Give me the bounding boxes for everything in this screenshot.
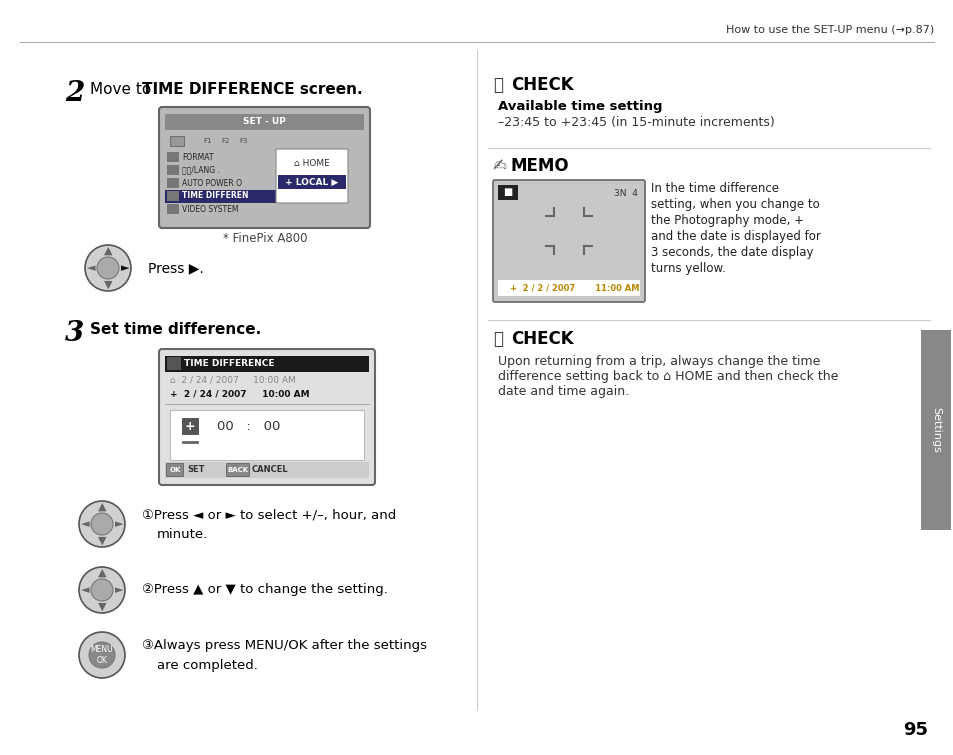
Text: ▲: ▲ xyxy=(104,246,112,256)
Bar xyxy=(165,462,369,478)
Bar xyxy=(920,330,950,530)
Bar xyxy=(167,178,179,188)
Text: ◄: ◄ xyxy=(81,519,90,529)
Circle shape xyxy=(97,257,119,279)
Text: TIME DIFFERENCE screen.: TIME DIFFERENCE screen. xyxy=(142,82,362,97)
Text: ▼: ▼ xyxy=(104,280,112,290)
Circle shape xyxy=(89,642,115,668)
Text: F1: F1 xyxy=(204,138,212,144)
Text: SET: SET xyxy=(187,466,204,474)
Bar xyxy=(497,280,639,296)
Text: ►: ► xyxy=(114,585,123,595)
Text: + LOCAL ▶: + LOCAL ▶ xyxy=(285,177,338,186)
Text: +  2 / 24 / 2007     10:00 AM: + 2 / 24 / 2007 10:00 AM xyxy=(170,390,310,399)
Text: ⓘ: ⓘ xyxy=(493,330,502,348)
Text: ⌂  2 / 24 / 2007     10:00 AM: ⌂ 2 / 24 / 2007 10:00 AM xyxy=(170,375,295,384)
Text: +  2 / 2 / 2007       11:00 AM: + 2 / 2 / 2007 11:00 AM xyxy=(510,283,639,292)
Bar xyxy=(167,204,179,214)
Text: ⌂ HOME: ⌂ HOME xyxy=(294,159,330,168)
Text: ▲: ▲ xyxy=(97,502,106,512)
Text: turns yellow.: turns yellow. xyxy=(650,262,725,275)
Text: * FinePix A800: * FinePix A800 xyxy=(222,232,307,245)
Text: 00   :   00: 00 : 00 xyxy=(216,420,280,433)
Text: ◄: ◄ xyxy=(87,263,95,273)
Text: ■: ■ xyxy=(503,187,512,197)
Text: 3: 3 xyxy=(65,320,84,347)
Text: and the date is displayed for: and the date is displayed for xyxy=(650,230,820,243)
Text: 95: 95 xyxy=(902,721,927,739)
Text: ②Press ▲ or ▼ to change the setting.: ②Press ▲ or ▼ to change the setting. xyxy=(142,584,388,596)
Text: How to use the SET-UP menu (→p.87): How to use the SET-UP menu (→p.87) xyxy=(725,25,933,35)
FancyBboxPatch shape xyxy=(226,464,250,476)
Text: CANCEL: CANCEL xyxy=(252,466,289,474)
Bar xyxy=(165,190,285,203)
Text: FORMAT: FORMAT xyxy=(182,153,213,162)
Circle shape xyxy=(91,513,112,535)
Text: 言語/LANG .: 言語/LANG . xyxy=(182,165,219,174)
Text: –23:45 to +23:45 (in 15-minute increments): –23:45 to +23:45 (in 15-minute increment… xyxy=(497,116,774,129)
Circle shape xyxy=(79,567,125,613)
Text: date and time again.: date and time again. xyxy=(497,385,628,398)
Text: TIME DIFFEREN: TIME DIFFEREN xyxy=(182,192,248,201)
Text: Set time difference.: Set time difference. xyxy=(90,322,261,337)
FancyBboxPatch shape xyxy=(275,149,348,203)
Text: Settings: Settings xyxy=(930,407,940,453)
Bar xyxy=(167,191,179,201)
FancyBboxPatch shape xyxy=(493,180,644,302)
Text: ▲: ▲ xyxy=(97,568,106,578)
Text: SET - UP: SET - UP xyxy=(242,118,285,127)
Circle shape xyxy=(85,245,131,291)
Text: ③Always press MENU/OK after the settings: ③Always press MENU/OK after the settings xyxy=(142,639,427,652)
Text: ◄: ◄ xyxy=(81,585,90,595)
Bar xyxy=(497,185,517,200)
FancyBboxPatch shape xyxy=(167,464,183,476)
Text: F2: F2 xyxy=(222,138,230,144)
Text: Move to: Move to xyxy=(90,82,156,97)
Circle shape xyxy=(79,632,125,678)
Text: ①Press ◄ or ► to select +/–, hour, and: ①Press ◄ or ► to select +/–, hour, and xyxy=(142,509,395,522)
Text: difference setting back to ⌂ HOME and then check the: difference setting back to ⌂ HOME and th… xyxy=(497,370,838,383)
Text: AUTO POWER O: AUTO POWER O xyxy=(182,178,242,187)
Text: Upon returning from a trip, always change the time: Upon returning from a trip, always chang… xyxy=(497,355,820,368)
Text: CHECK: CHECK xyxy=(511,330,573,348)
Circle shape xyxy=(91,579,112,601)
Bar xyxy=(170,136,184,146)
Bar xyxy=(167,357,181,370)
Text: +: + xyxy=(185,420,195,433)
Text: Available time setting: Available time setting xyxy=(497,100,661,113)
Text: ►: ► xyxy=(121,263,129,273)
Text: F3: F3 xyxy=(239,138,248,144)
Bar xyxy=(165,114,364,130)
Text: TIME DIFFERENCE: TIME DIFFERENCE xyxy=(184,359,274,368)
Bar xyxy=(182,418,198,434)
Text: 3 seconds, the date display: 3 seconds, the date display xyxy=(650,246,813,259)
Bar xyxy=(167,165,179,175)
Text: MENU
OK: MENU OK xyxy=(91,646,113,664)
Text: ✍: ✍ xyxy=(493,157,506,175)
FancyBboxPatch shape xyxy=(159,107,370,228)
Bar xyxy=(165,356,369,372)
Text: In the time difference: In the time difference xyxy=(650,182,779,195)
Text: ⓘ: ⓘ xyxy=(493,76,502,94)
Text: minute.: minute. xyxy=(157,528,208,541)
Text: BACK: BACK xyxy=(227,467,249,473)
Text: Press ▶.: Press ▶. xyxy=(148,261,204,275)
Text: the Photography mode, +: the Photography mode, + xyxy=(650,214,803,227)
Text: MEMO: MEMO xyxy=(511,157,569,175)
Text: CHECK: CHECK xyxy=(511,76,573,94)
Text: ►: ► xyxy=(114,519,123,529)
Circle shape xyxy=(79,501,125,547)
Text: VIDEO SYSTEM: VIDEO SYSTEM xyxy=(182,205,238,214)
Text: setting, when you change to: setting, when you change to xyxy=(650,198,819,211)
Text: ▼: ▼ xyxy=(97,536,106,546)
Text: OK: OK xyxy=(169,467,180,473)
Bar xyxy=(170,410,364,460)
Bar xyxy=(167,152,179,162)
Text: are completed.: are completed. xyxy=(157,658,257,671)
Bar xyxy=(277,175,346,189)
Text: ▼: ▼ xyxy=(97,602,106,612)
Text: 3N  4: 3N 4 xyxy=(614,189,638,198)
Text: 2: 2 xyxy=(65,80,84,107)
FancyBboxPatch shape xyxy=(159,349,375,485)
